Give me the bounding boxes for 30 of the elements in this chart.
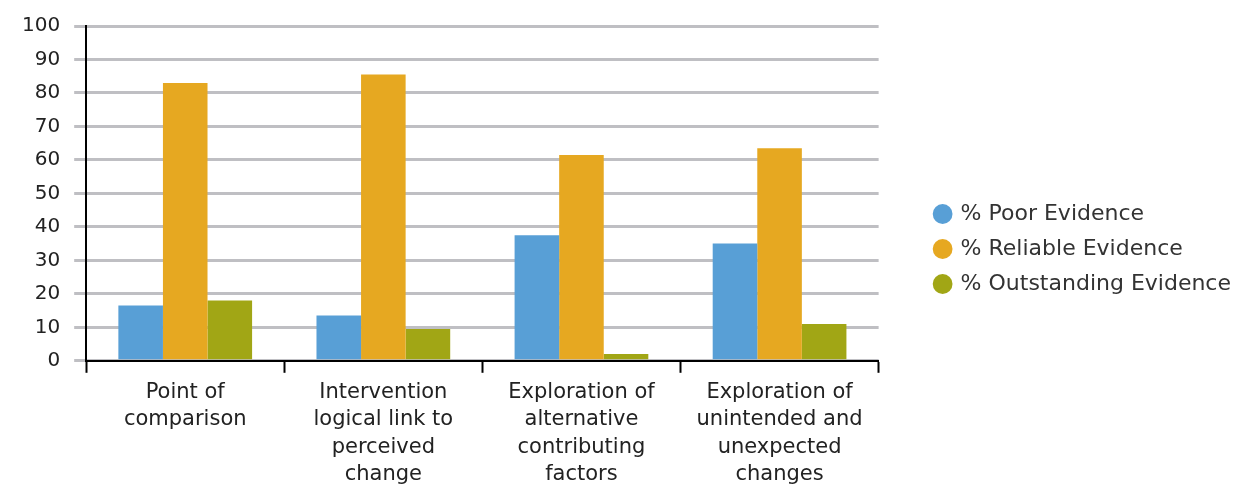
x-tick-label: Intervention logical link to perceived change	[313, 378, 454, 485]
bar	[801, 323, 847, 360]
y-tick-label: 0	[47, 347, 61, 371]
y-tick-label: 90	[34, 45, 61, 70]
bar	[207, 300, 253, 360]
legend-label: % Reliable Evidence	[960, 234, 1183, 260]
y-tick-label: 70	[34, 112, 61, 137]
y-tick-label: 100	[21, 12, 61, 37]
y-tick-label: 30	[34, 246, 61, 271]
legend-label: % Poor Evidence	[960, 199, 1145, 225]
x-tick-label: Point of comparison	[123, 378, 247, 431]
legend-label: % Outstanding Evidence	[960, 269, 1232, 295]
bar	[316, 315, 362, 360]
y-tick-label: 50	[34, 179, 61, 204]
bar	[118, 305, 163, 360]
bar	[361, 74, 406, 360]
y-tick-label: 20	[34, 280, 61, 305]
bar	[405, 328, 451, 360]
y-tick-label: 80	[34, 79, 61, 104]
bar	[514, 235, 560, 360]
x-tick-label: Exploration of alternative contributing factors	[508, 378, 656, 485]
bar	[757, 148, 802, 360]
bar	[559, 154, 604, 360]
x-tick-label: Exploration of unintended and unexpected changes	[696, 378, 863, 485]
y-tick-label: 10	[34, 313, 61, 338]
y-tick-label: 60	[34, 146, 61, 171]
bar	[603, 354, 649, 360]
y-tick-label: 40	[34, 213, 61, 238]
bar	[712, 243, 758, 360]
bar	[162, 82, 208, 360]
